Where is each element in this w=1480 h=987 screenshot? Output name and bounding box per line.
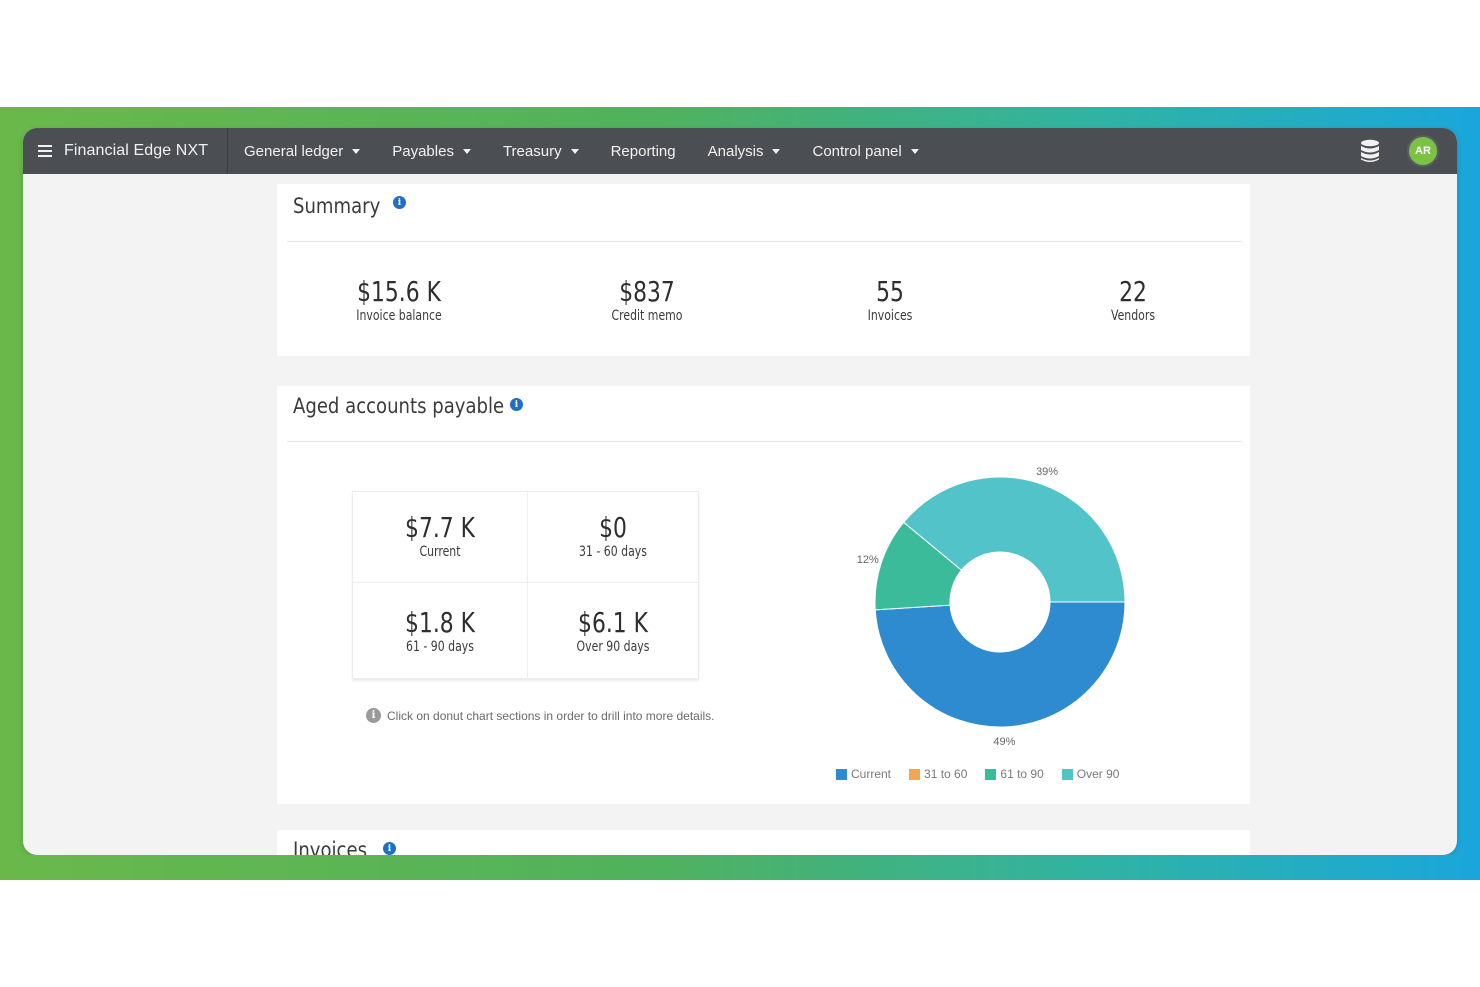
legend-swatch [909, 768, 921, 780]
aging-donut-chart: 49% 12% 39% [857, 466, 1126, 748]
info-icon[interactable]: i [510, 398, 523, 411]
metric-label: Invoice balance [356, 308, 442, 324]
nav-label: Treasury [502, 142, 562, 160]
info-icon: i [366, 708, 381, 723]
nav-label: Reporting [610, 142, 676, 160]
legend-item-61-to-90[interactable]: 61 to 90 [985, 767, 1044, 781]
nav-control-panel[interactable]: Control panel [796, 128, 934, 174]
nav-label: Control panel [812, 142, 902, 160]
drilldown-hint: i Click on donut chart sections in order… [366, 708, 715, 723]
donut-data-label: 12% [857, 554, 879, 566]
legend-label: 61 to 90 [1000, 767, 1044, 781]
grid-divider [527, 492, 528, 678]
database-icon[interactable] [1360, 139, 1380, 163]
hint-text: Click on donut chart sections in order t… [387, 708, 715, 723]
page-bottom-margin [0, 880, 1480, 987]
metric-credit-memo: $837 Credit memo [547, 275, 747, 325]
nav-treasury[interactable]: Treasury [487, 128, 595, 174]
metric-invoices: 55 Invoices [790, 275, 990, 325]
caret-down-icon [352, 148, 361, 154]
donut-slice-current[interactable] [874, 601, 1126, 728]
invoices-card: Invoices i [277, 830, 1250, 855]
grid-divider [353, 582, 698, 583]
metric-label: Vendors [1110, 308, 1156, 324]
metric-label: Invoices [867, 308, 913, 324]
donut-data-label: 49% [993, 736, 1015, 748]
info-icon[interactable]: i [393, 196, 406, 209]
aged-title: Aged accounts payable [293, 394, 505, 418]
aging-value: $1.8 K [405, 606, 475, 639]
invoices-title: Invoices [293, 838, 367, 855]
metric-label: Credit memo [611, 308, 683, 324]
nav-analysis[interactable]: Analysis [692, 128, 797, 174]
aging-label: Current [419, 544, 461, 560]
caret-down-icon [772, 148, 781, 154]
legend-swatch [985, 768, 997, 780]
aging-value: $7.7 K [405, 511, 475, 544]
metric-value: $15.6 K [357, 275, 441, 308]
donut-slice-over-90[interactable] [902, 476, 1126, 603]
legend-label: 31 to 60 [924, 767, 968, 781]
brand-menu-button[interactable]: Financial Edge NXT [23, 128, 228, 174]
aging-value: $6.1 K [578, 606, 648, 639]
nav-payables[interactable]: Payables [376, 128, 487, 174]
chart-legend: Current 31 to 60 61 to 90 Over 90 [836, 767, 1137, 781]
brand-name: Financial Edge NXT [64, 142, 209, 159]
donut-data-label: 39% [1036, 466, 1058, 478]
aging-label: 31 - 60 days [579, 544, 647, 560]
legend-item-31-to-60[interactable]: 31 to 60 [909, 767, 967, 781]
legend-swatch [836, 768, 847, 780]
nav-reporting[interactable]: Reporting [595, 128, 692, 174]
metric-vendors: 22 Vendors [1033, 275, 1233, 325]
metric-invoice-balance: $15.6 K Invoice balance [299, 275, 499, 325]
top-navbar: Financial Edge NXT General ledger Payabl… [23, 128, 1457, 174]
hamburger-menu-icon[interactable] [38, 145, 52, 157]
gradient-backdrop-bottom [0, 855, 1480, 880]
legend-swatch [1061, 768, 1073, 780]
caret-down-icon [910, 148, 919, 154]
nav-menu: General ledger Payables Treasury Reporti… [228, 128, 935, 174]
nav-general-ledger[interactable]: General ledger [228, 128, 376, 174]
aging-value: $0 [599, 511, 627, 544]
aging-cell-over-90[interactable]: $6.1 K Over 90 days [528, 606, 698, 656]
aging-summary-grid: $7.7 K Current $0 31 - 60 days $1.8 K 61… [352, 491, 699, 679]
info-icon[interactable]: i [383, 842, 396, 855]
legend-item-current[interactable]: Current [836, 767, 891, 781]
metric-value: 22 [1119, 275, 1147, 308]
aging-label: Over 90 days [576, 639, 650, 655]
legend-item-over-90[interactable]: Over 90 [1061, 767, 1120, 781]
aging-cell-61-90[interactable]: $1.8 K 61 - 90 days [353, 606, 527, 656]
summary-card: Summary i [277, 184, 1250, 356]
legend-label: Over 90 [1076, 767, 1120, 781]
aging-label: 61 - 90 days [406, 639, 474, 655]
legend-label: Current [851, 767, 892, 781]
aging-cell-31-60[interactable]: $0 31 - 60 days [528, 511, 698, 561]
nav-label: Payables [392, 142, 454, 160]
nav-label: General ledger [244, 142, 344, 160]
user-avatar[interactable]: AR [1407, 135, 1439, 167]
caret-down-icon [570, 148, 579, 154]
card-divider [287, 241, 1242, 242]
aging-cell-current[interactable]: $7.7 K Current [353, 511, 527, 561]
card-divider [287, 441, 1242, 442]
caret-down-icon [462, 148, 471, 154]
nav-label: Analysis [707, 142, 764, 160]
summary-title: Summary [293, 194, 381, 218]
metric-value: $837 [619, 275, 675, 308]
metric-value: 55 [876, 275, 904, 308]
